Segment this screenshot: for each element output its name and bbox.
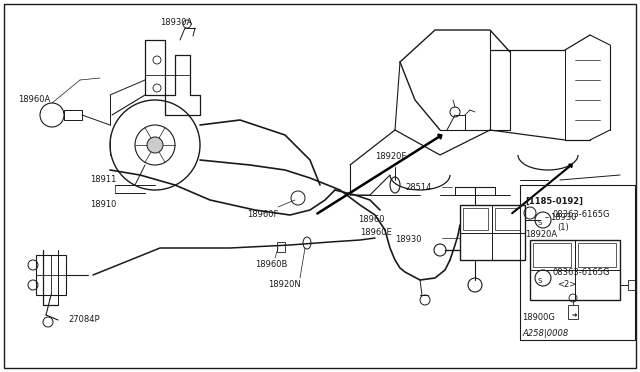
Text: 18911: 18911 <box>90 175 116 184</box>
Text: 18920A: 18920A <box>525 230 557 239</box>
Bar <box>568 305 578 319</box>
Text: 18960A: 18960A <box>18 95 51 104</box>
Bar <box>578 243 616 267</box>
Text: 18930A: 18930A <box>160 18 192 27</box>
Text: 18900G: 18900G <box>522 313 555 322</box>
Bar <box>495 208 520 230</box>
Text: 18910: 18910 <box>90 200 116 209</box>
Text: [1185-0192]: [1185-0192] <box>525 197 583 206</box>
Text: 18960: 18960 <box>358 215 385 224</box>
Text: 08363-6165G: 08363-6165G <box>553 210 611 219</box>
Text: 18930: 18930 <box>550 213 577 222</box>
Text: <2>: <2> <box>557 280 576 289</box>
Circle shape <box>147 137 163 153</box>
Bar <box>533 243 571 267</box>
Text: (1): (1) <box>557 223 569 232</box>
Text: 18960E: 18960E <box>360 228 392 237</box>
Text: 28514: 28514 <box>405 183 431 192</box>
Text: S: S <box>538 278 542 284</box>
Bar <box>628 280 636 290</box>
Bar <box>277 242 285 252</box>
Text: 18930: 18930 <box>395 235 422 244</box>
Text: 27084P: 27084P <box>68 315 100 324</box>
Bar <box>460 205 525 260</box>
Text: S: S <box>538 220 542 226</box>
Text: 08363-6165G: 08363-6165G <box>553 268 611 277</box>
Bar <box>463 208 488 230</box>
Bar <box>520 185 635 340</box>
Text: A258|0008: A258|0008 <box>522 329 568 338</box>
Bar <box>530 240 620 300</box>
Text: 18960B: 18960B <box>255 260 287 269</box>
Text: 18920N: 18920N <box>268 280 301 289</box>
Text: 18960F: 18960F <box>246 210 278 219</box>
Bar <box>64 110 82 120</box>
Text: 18920F: 18920F <box>375 152 406 161</box>
Bar <box>36 255 66 295</box>
